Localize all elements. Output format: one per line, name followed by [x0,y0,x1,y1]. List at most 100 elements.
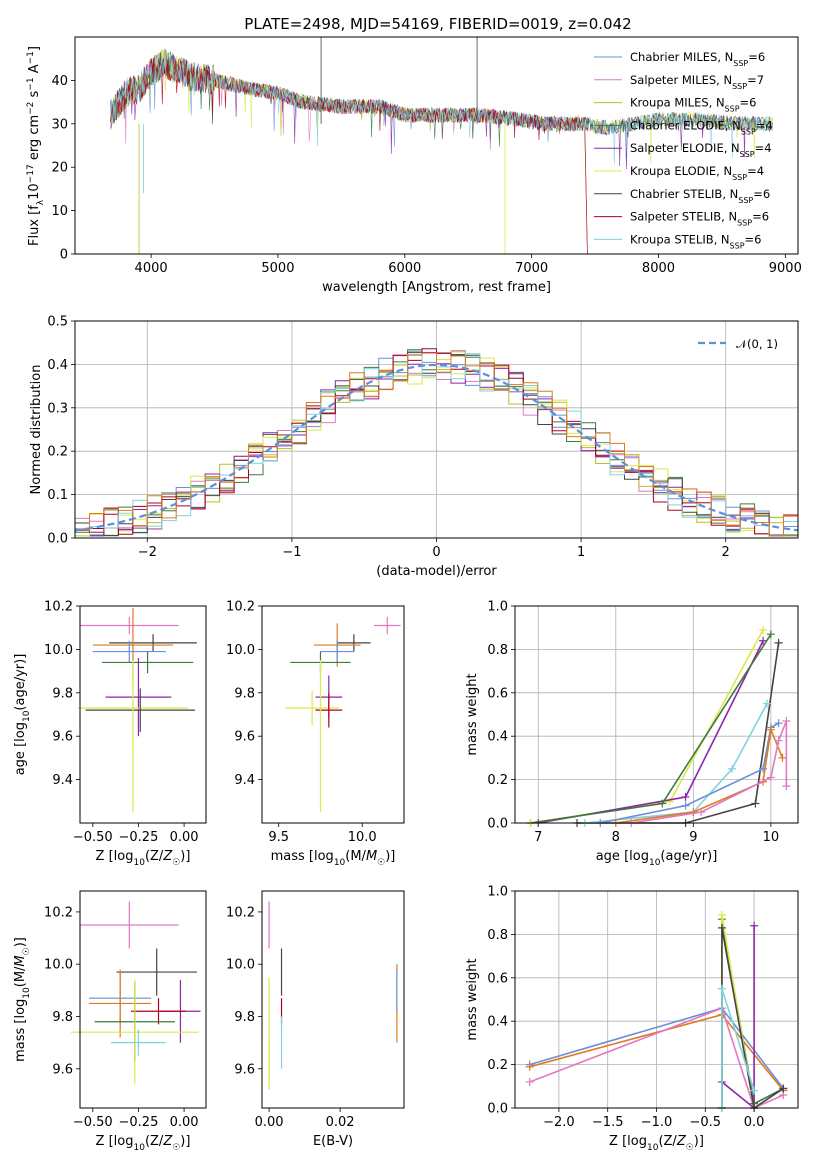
x-tick-label: 0.00 [255,1115,284,1130]
x-axis-label: age [log10(age/yr)] [596,849,718,868]
point-marker [782,717,791,726]
x-tick-label: 0.00 [170,830,199,845]
y-tick-label: 9.6 [52,730,73,745]
legend-label: Chabrier MILES, NSSP=6 [630,50,765,68]
point-marker [766,773,775,782]
y-tick-label: 10.0 [44,643,73,658]
x-tick-label: 7 [534,830,542,845]
y-tick-label: 0.0 [487,817,508,832]
axes-frame [261,605,405,824]
spectrum-line [110,58,588,254]
y-tick-label: 0.2 [487,1058,508,1073]
x-axis-label: mass [log10(M/M☉)] [271,849,396,868]
point-marker [774,719,783,728]
x-tick-label: 6000 [388,261,421,276]
point-marker [717,923,726,932]
y-tick-label: 1.0 [487,885,508,900]
legend-label: Chabrier ELODIE, NSSP=4 [630,118,773,136]
y-tick-label: 0.0 [487,1102,508,1117]
y-tick-label: 9.8 [234,686,255,701]
mass-weight-line [529,1007,784,1110]
y-tick-label: 10.2 [226,905,255,920]
y-axis-label: mass weight [465,958,480,1040]
y-tick-label: 0.2 [47,445,68,460]
y-tick-label: 0.4 [487,1015,508,1030]
axes-frame [74,36,799,255]
panel-5: 7 8 9 10 0.0 0.2 0.4 0.6 0.8 1.0 age [log10(age/yr… [465,600,799,868]
point-marker [717,984,726,993]
mass-weight-line [530,629,764,824]
spectrum-line [110,53,773,165]
x-tick-label: 9.5 [268,830,289,845]
x-tick-label: 0 [432,545,440,560]
panel-7: 0.00 0.02 9.6 9.8 10.0 10.2 E(B-V) [226,890,405,1149]
y-tick-label: 0.0 [47,532,68,547]
x-tick-label: 9000 [769,261,802,276]
legend-label: Salpeter MILES, NSSP=7 [630,73,764,91]
x-tick-label: 10.0 [348,830,377,845]
x-tick-label: −0.5 [690,1115,722,1130]
point-marker [728,764,737,773]
x-tick-label: −1.0 [641,1115,673,1130]
x-tick-label: −1 [282,545,301,560]
axes-frame [514,605,799,824]
y-axis-label: Normed distribution [29,365,44,495]
y-tick-label: 10.0 [226,643,255,658]
y-tick-label: 0.4 [487,730,508,745]
x-tick-label: −0.50 [73,830,113,845]
y-axis-label: age [log10(age/yr)] [13,654,32,776]
x-tick-label: 2 [722,545,730,560]
normal-curve [74,363,799,532]
x-tick-label: 4000 [135,261,168,276]
mass-weight-line [584,703,768,824]
panel-2: −2 −1 0 1 2 0.0 0.1 0.2 0.3 0.4 0.5 (data-model)/er… [29,315,799,579]
panel-8: −2.0 −1.5 −1.0 −0.5 0.0 0.0 0.2 0.4 0.6 0.8 1.0 Z [… [465,885,799,1153]
y-tick-label: 9.6 [234,1062,255,1077]
y-tick-label: 9.6 [234,730,255,745]
histogram-step [75,352,798,537]
y-tick-label: 0.1 [47,488,68,503]
y-tick-label: 40 [51,74,68,89]
x-tick-label: 9 [689,830,697,845]
figure-title: PLATE=2498, MJD=54169, FIBERID=0019, z=0… [244,15,631,33]
y-tick-label: 9.8 [234,1010,255,1025]
y-tick-label: 0.8 [487,928,508,943]
point-marker [750,921,759,930]
panel-6: −0.50 −0.25 0.00 9.6 9.8 10.0 10.2 Z [log10(Z/Z… [13,890,207,1153]
y-axis-label: Flux [fλ10−17 erg cm−2 s−1 A−1] [26,46,46,246]
x-tick-label: 10 [763,830,780,845]
y-tick-label: 10.2 [226,600,255,615]
x-tick-label: 0.02 [326,1115,355,1130]
x-axis-label: (data-model)/error [376,564,497,579]
x-tick-label: −0.50 [73,1115,113,1130]
plots-layer: 4000 5000 6000 7000 8000 9000010203040wavelen… [13,36,802,1153]
y-tick-label: 10.2 [44,600,73,615]
y-tick-label: 0.5 [47,315,68,330]
point-marker [525,1077,534,1086]
y-tick-label: 0.6 [487,686,508,701]
histogram-step [75,348,798,537]
x-tick-label: 0.00 [170,1115,199,1130]
point-marker [774,736,783,745]
y-tick-label: 9.8 [52,686,73,701]
x-axis-label: Z [log10(Z/Z☉)] [609,1134,704,1153]
legend-label: Kroupa MILES, NSSP=6 [630,96,756,114]
point-marker [697,808,706,817]
x-tick-label: −0.25 [119,830,159,845]
legend-label: Kroupa STELIB, NSSP=6 [630,232,761,250]
panel-3: −0.50 −0.25 0.00 9.4 9.6 9.8 10.0 10.2 Z [log10(… [13,600,207,868]
point-marker [779,1084,788,1093]
y-tick-label: 0.4 [47,358,68,373]
y-axis-label: mass [log10(M/M☉)] [13,937,32,1062]
point-marker [750,1086,759,1095]
x-axis-label: Z [log10(Z/Z☉)] [96,849,191,868]
y-tick-label: 20 [51,161,68,176]
axes-frame [261,890,405,1109]
y-tick-label: 0.3 [47,401,68,416]
point-marker [762,699,771,708]
y-tick-label: 1.0 [487,600,508,615]
x-tick-label: 0.0 [744,1115,765,1130]
x-axis-label: Z [log10(Z/Z☉)] [96,1134,191,1153]
point-marker [751,799,760,808]
